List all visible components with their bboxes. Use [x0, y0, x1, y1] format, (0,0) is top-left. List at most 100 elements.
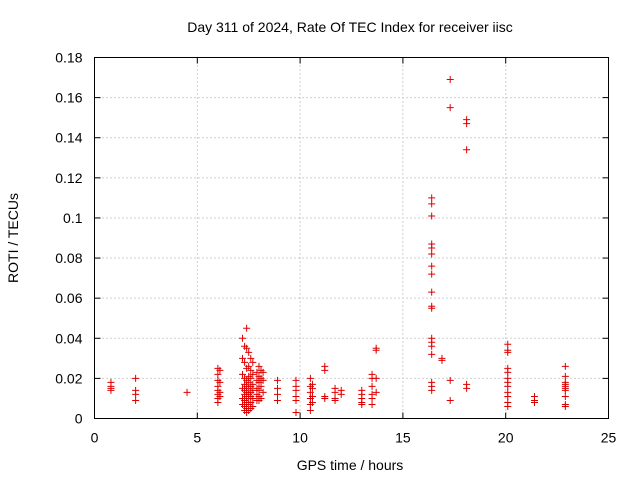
- y-tick-label: 0.16: [55, 90, 82, 106]
- data-point: [337, 390, 345, 398]
- data-point: [259, 368, 267, 376]
- data-point: [428, 342, 436, 350]
- y-tick-label: 0: [75, 411, 83, 427]
- y-axis-label: ROTI / TECUs: [5, 193, 21, 283]
- data-point: [428, 262, 436, 270]
- x-tick-label: 5: [193, 430, 201, 446]
- chart-title: Day 311 of 2024, Rate Of TEC Index for r…: [187, 19, 513, 35]
- data-point: [463, 120, 471, 128]
- data-point: [331, 396, 339, 404]
- data-point: [292, 408, 300, 416]
- data-point: [372, 346, 380, 354]
- data-point: [243, 324, 251, 332]
- data-point: [249, 402, 257, 410]
- data-point: [504, 368, 512, 376]
- data-point: [306, 388, 314, 396]
- data-point: [308, 398, 316, 406]
- grid: [94, 57, 609, 419]
- data-point: [249, 358, 257, 366]
- data-point: [255, 378, 263, 386]
- data-point: [368, 382, 376, 390]
- data-point: [292, 396, 300, 404]
- y-tick-label: 0.14: [55, 130, 82, 146]
- data-point: [273, 390, 281, 398]
- data-point: [259, 376, 267, 384]
- data-point: [306, 406, 314, 414]
- data-point: [321, 394, 329, 402]
- data-point: [216, 378, 224, 386]
- data-point: [247, 374, 255, 382]
- data-point: [561, 386, 569, 394]
- data-point: [247, 366, 255, 374]
- data-point: [273, 384, 281, 392]
- data-point: [308, 384, 316, 392]
- data-point: [216, 392, 224, 400]
- y-tick-label: 0.18: [55, 50, 82, 66]
- data-point: [331, 388, 339, 396]
- data-point: [255, 362, 263, 370]
- data-point: [504, 402, 512, 410]
- data-point: [257, 394, 265, 402]
- data-point: [428, 194, 436, 202]
- x-tick-label: 15: [395, 430, 411, 446]
- data-point: [428, 212, 436, 220]
- data-point: [249, 370, 257, 378]
- data-point: [358, 400, 366, 408]
- data-point: [245, 362, 253, 370]
- x-tick-label: 10: [292, 430, 308, 446]
- data-point: [308, 392, 316, 400]
- data-point: [446, 104, 454, 112]
- data-point: [292, 376, 300, 384]
- data-point: [428, 350, 436, 358]
- data-point: [530, 398, 538, 406]
- data-point: [561, 402, 569, 410]
- data-point: [372, 374, 380, 382]
- data-point: [446, 376, 454, 384]
- axis-ticks: [94, 57, 609, 419]
- data-point: [372, 388, 380, 396]
- data-point: [255, 386, 263, 394]
- data-point: [504, 340, 512, 348]
- y-tick-label: 0.02: [55, 370, 82, 386]
- plot-frame: [94, 57, 609, 419]
- data-point: [249, 386, 257, 394]
- data-point: [306, 374, 314, 382]
- data-point: [463, 146, 471, 154]
- data-point: [428, 200, 436, 208]
- y-tick-label: 0.04: [55, 330, 82, 346]
- data-point: [368, 400, 376, 408]
- data-point: [183, 388, 191, 396]
- data-point: [368, 394, 376, 402]
- data-point: [321, 366, 329, 374]
- data-point: [428, 288, 436, 296]
- data-point: [428, 250, 436, 258]
- data-point: [257, 382, 265, 390]
- data-point: [561, 372, 569, 380]
- data-point: [561, 392, 569, 400]
- data-point: [245, 348, 253, 356]
- data-point: [504, 348, 512, 356]
- data-point: [239, 370, 247, 378]
- data-point: [273, 376, 281, 384]
- x-axis-label: GPS time / hours: [297, 457, 404, 473]
- data-point: [446, 396, 454, 404]
- data-point: [239, 334, 247, 342]
- data-points: [107, 76, 569, 416]
- data-point: [245, 378, 253, 386]
- data-point: [132, 390, 140, 398]
- data-point: [253, 368, 261, 376]
- data-point: [292, 386, 300, 394]
- x-tick-label: 0: [91, 430, 99, 446]
- data-point: [107, 378, 115, 386]
- x-tick-label: 25: [601, 430, 617, 446]
- data-point: [428, 270, 436, 278]
- data-point: [446, 76, 454, 84]
- tick-labels: 0 5 10 15 20 25 0 0.02 0.04 0.06 0.08 0.1 0.12 0.14 0.…: [55, 50, 616, 446]
- data-point: [241, 358, 249, 366]
- data-point: [249, 380, 257, 388]
- data-point: [214, 398, 222, 406]
- data-point: [247, 354, 255, 362]
- y-tick-label: 0.06: [55, 290, 82, 306]
- y-tick-label: 0.08: [55, 250, 82, 266]
